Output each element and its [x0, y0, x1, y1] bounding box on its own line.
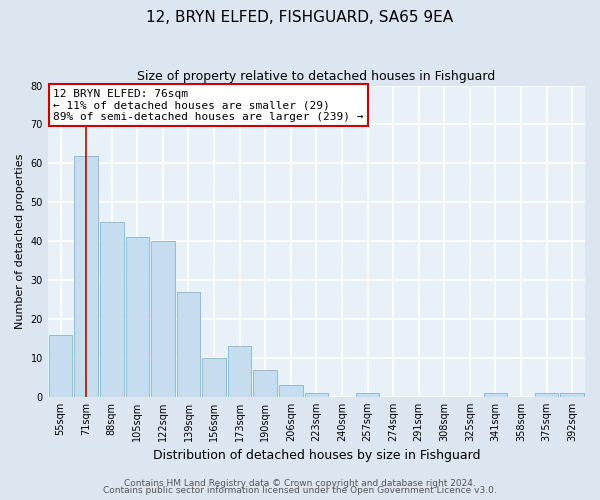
- Bar: [253, 370, 277, 397]
- Bar: [202, 358, 226, 397]
- X-axis label: Distribution of detached houses by size in Fishguard: Distribution of detached houses by size …: [152, 450, 480, 462]
- Bar: [560, 393, 584, 397]
- Bar: [74, 156, 98, 397]
- Bar: [484, 393, 507, 397]
- Text: 12, BRYN ELFED, FISHGUARD, SA65 9EA: 12, BRYN ELFED, FISHGUARD, SA65 9EA: [146, 10, 454, 25]
- Text: Contains HM Land Registry data © Crown copyright and database right 2024.: Contains HM Land Registry data © Crown c…: [124, 478, 476, 488]
- Bar: [535, 393, 559, 397]
- Bar: [279, 385, 302, 397]
- Bar: [49, 334, 73, 397]
- Bar: [125, 238, 149, 397]
- Bar: [177, 292, 200, 397]
- Bar: [228, 346, 251, 397]
- Bar: [356, 393, 379, 397]
- Text: 12 BRYN ELFED: 76sqm
← 11% of detached houses are smaller (29)
89% of semi-detac: 12 BRYN ELFED: 76sqm ← 11% of detached h…: [53, 88, 364, 122]
- Text: Contains public sector information licensed under the Open Government Licence v3: Contains public sector information licen…: [103, 486, 497, 495]
- Bar: [151, 241, 175, 397]
- Title: Size of property relative to detached houses in Fishguard: Size of property relative to detached ho…: [137, 70, 496, 83]
- Bar: [100, 222, 124, 397]
- Bar: [305, 393, 328, 397]
- Y-axis label: Number of detached properties: Number of detached properties: [15, 154, 25, 329]
